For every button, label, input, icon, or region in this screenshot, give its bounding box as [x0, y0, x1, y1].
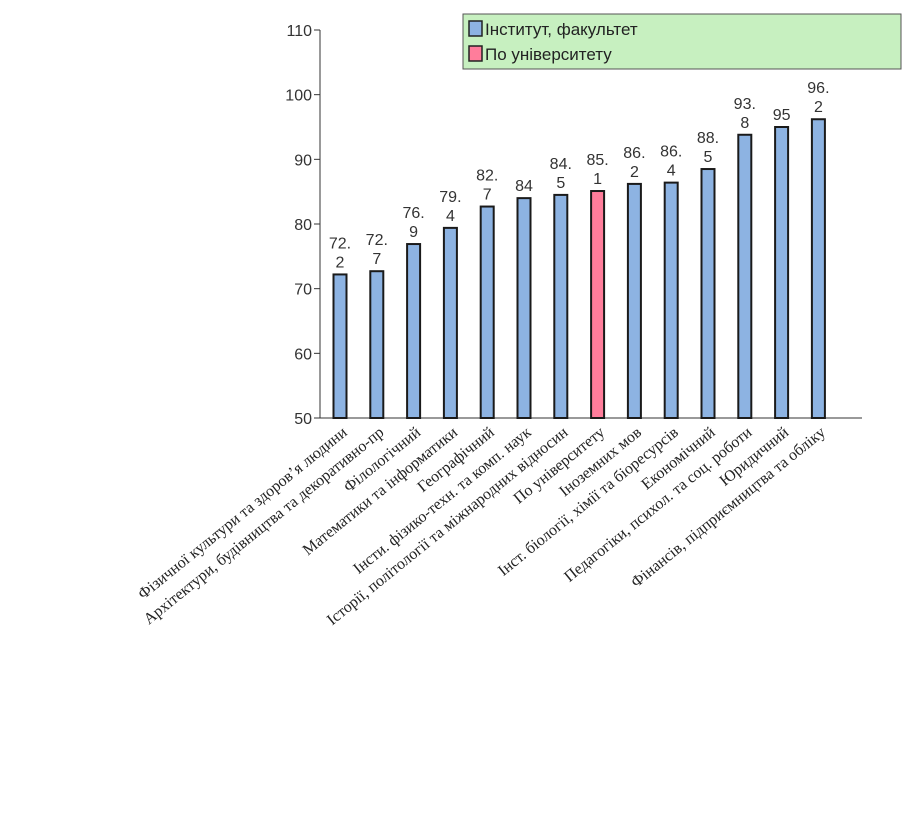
legend-background — [462, 13, 902, 70]
bars — [332, 118, 826, 420]
legend: Інститут, факультет По університету — [462, 13, 902, 70]
bar — [810, 118, 826, 420]
data-label: 93. 8 — [734, 96, 756, 132]
data-label: 76. 9 — [402, 205, 424, 241]
y-tick-label: 50 — [294, 411, 312, 428]
data-label: 86. 2 — [623, 145, 645, 181]
bar — [406, 243, 422, 419]
bar — [442, 226, 458, 419]
data-label: 84 — [515, 178, 533, 195]
bar — [700, 168, 716, 419]
y-tick-label: 60 — [294, 346, 312, 363]
data-label: 72. 7 — [366, 232, 388, 268]
bar — [553, 193, 569, 419]
data-label: 86. 4 — [660, 144, 682, 180]
y-tick-label: 80 — [294, 217, 312, 234]
bar — [626, 182, 642, 419]
data-label: 95 — [773, 107, 791, 124]
data-label: 85. 1 — [586, 152, 608, 188]
x-axis-labels: Фізичної культури та здоров’я людиниАрхі… — [135, 424, 829, 629]
legend-swatch-institute — [468, 20, 483, 37]
bar — [663, 181, 679, 419]
legend-label-institute: Інститут, факультет — [485, 20, 638, 39]
y-tick-label: 70 — [294, 282, 312, 299]
bar — [479, 205, 495, 419]
data-label: 79. 4 — [439, 189, 461, 225]
value-labels: 72. 2 72. 7 76. 9 79. 4 82. 7 84 84. 5 85. 1 86. 2 86. 4 88… — [329, 80, 830, 271]
bar — [737, 133, 753, 419]
data-label: 96. 2 — [807, 80, 829, 116]
legend-swatch-university — [468, 45, 483, 62]
y-tick-label: 90 — [294, 152, 312, 169]
y-tick-label: 110 — [286, 23, 312, 40]
bar — [332, 273, 348, 419]
data-label: 84. 5 — [550, 156, 572, 192]
bar-university — [590, 190, 606, 419]
x-tick-label: Фізичної культури та здоров’я людини — [135, 424, 351, 603]
data-label: 82. 7 — [476, 168, 498, 204]
bar — [516, 197, 532, 419]
legend-label-university: По університету — [485, 45, 612, 64]
data-label: 72. 2 — [329, 235, 351, 271]
data-label: 88. 5 — [697, 130, 719, 166]
bar — [369, 270, 385, 419]
y-tick-label: 100 — [285, 88, 312, 105]
bar — [774, 126, 790, 419]
